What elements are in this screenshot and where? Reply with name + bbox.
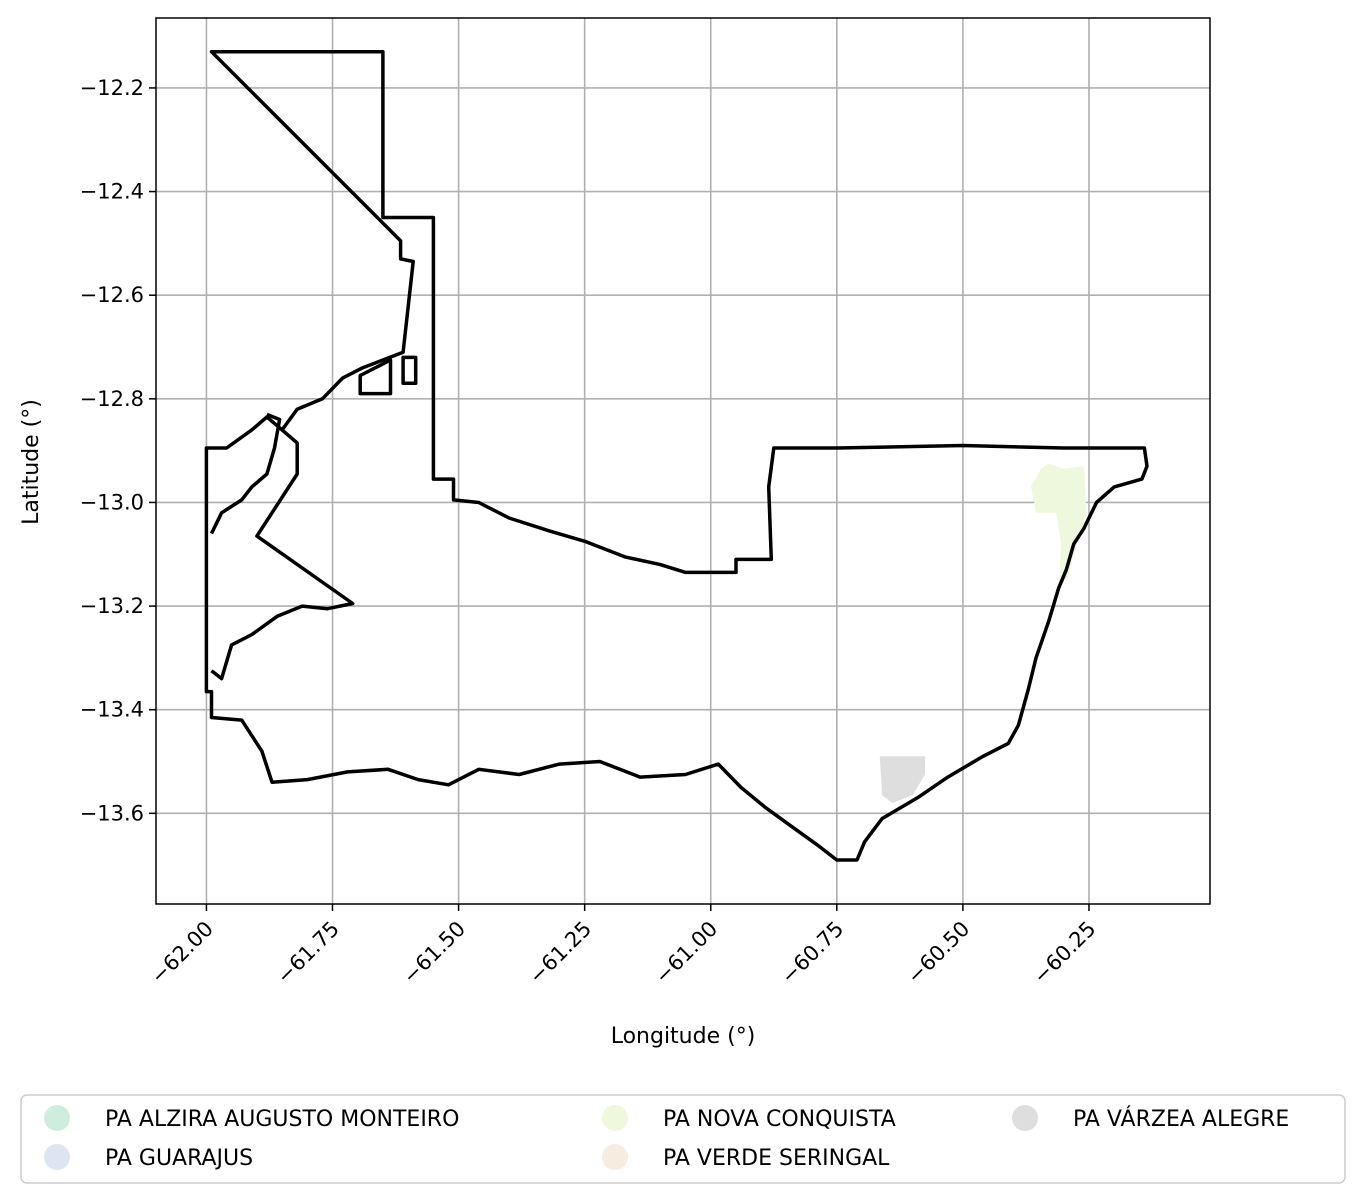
x-tick-label: −61.25: [524, 917, 596, 989]
outer-boundary: [204, 49, 1149, 862]
legend-label: PA NOVA CONQUISTA: [663, 1107, 896, 1132]
filled-areas: [879, 463, 1087, 803]
legend-label: PA VÁRZEA ALEGRE: [1073, 1106, 1289, 1132]
parcel-pa-nova-conquista: [1031, 463, 1087, 588]
legend-marker: [44, 1105, 70, 1131]
legend-marker: [44, 1144, 70, 1170]
parcel-pa-v-rzea-alegre: [879, 756, 926, 803]
legend-label: PA GUARAJUS: [105, 1146, 253, 1171]
inner-boundary-line: [209, 412, 282, 535]
y-tick-label: −12.6: [80, 283, 144, 307]
legend-marker: [602, 1105, 628, 1131]
legend-marker: [602, 1144, 628, 1170]
x-axis-title: Longitude (°): [611, 1024, 756, 1049]
inner-parcel-outline: [358, 358, 393, 396]
y-tick-label: −13.6: [80, 801, 144, 825]
x-tick-label: −61.00: [650, 917, 722, 989]
y-tick-label: −13.4: [80, 698, 144, 722]
legend-label: PA ALZIRA AUGUSTO MONTEIRO: [105, 1107, 459, 1132]
x-tick-label: −60.50: [902, 917, 974, 989]
legend-marker: [1012, 1105, 1038, 1131]
y-axis-ticks: −12.2 −12.4 −12.6 −12.8 −13.0 −13.2 −13.4 −13.6: [80, 76, 156, 825]
y-axis-title: Latitude (°): [19, 399, 44, 525]
inner-parcel-outline: [401, 355, 418, 386]
y-tick-label: −12.4: [80, 180, 144, 204]
x-tick-label: −62.00: [146, 917, 218, 989]
y-tick-label: −13.2: [80, 594, 144, 618]
y-tick-label: −12.2: [80, 76, 144, 100]
boundary-lines: [204, 49, 1149, 862]
grid-lines: [156, 18, 1210, 904]
inner-boundary-line: [210, 428, 355, 681]
x-tick-label: −60.75: [776, 917, 848, 989]
x-tick-label: −61.75: [272, 917, 344, 989]
x-tick-label: −61.50: [398, 917, 470, 989]
y-tick-label: −13.0: [80, 490, 144, 514]
legend: PA ALZIRA AUGUSTO MONTEIRO PA GUARAJUS PA …: [20, 1094, 1346, 1184]
y-tick-label: −12.8: [80, 387, 144, 411]
legend-label: PA VERDE SERINGAL: [663, 1146, 890, 1171]
x-tick-label: −60.25: [1029, 917, 1101, 989]
plot-frame: [155, 17, 1211, 905]
x-axis-ticks: −62.00 −61.75 −61.50 −61.25 −61.00 −60.75 −60.…: [146, 904, 1101, 989]
